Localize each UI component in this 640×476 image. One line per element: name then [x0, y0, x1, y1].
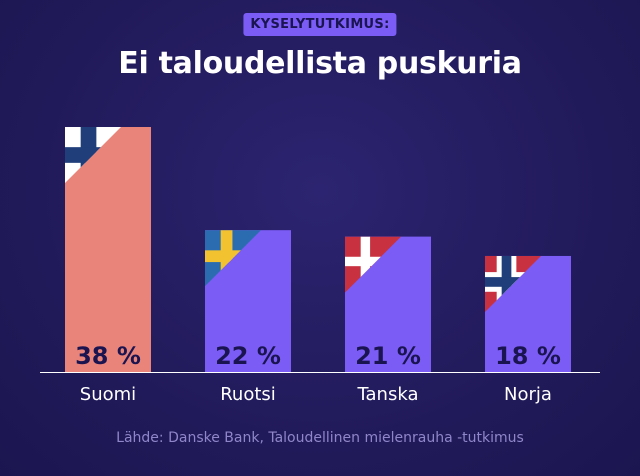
value-label: 22 % — [215, 342, 281, 370]
bar-group: 22 % — [205, 230, 291, 372]
bar-group: 38 % — [65, 127, 151, 372]
survey-badge: KYSELYTUTKIMUS: — [243, 13, 397, 36]
category-label: Ruotsi — [220, 384, 276, 405]
source-note: Lähde: Danske Bank, Taloudellinen mielen… — [116, 430, 524, 446]
category-label: Suomi — [80, 384, 136, 405]
value-label: 18 % — [495, 342, 561, 370]
category-label: Norja — [504, 384, 552, 405]
category-label: Tanska — [357, 384, 419, 405]
value-label: 21 % — [355, 342, 421, 370]
bars-group: 38 % 22 % 21 % 18 % — [65, 127, 571, 372]
category-labels-group: Suomi Ruotsi Tanska Norja — [80, 384, 552, 405]
value-label: 38 % — [75, 342, 141, 370]
bar-group: 18 % — [485, 255, 571, 372]
bar-group: 21 % — [345, 236, 431, 372]
page-title: Ei taloudellista puskuria — [118, 46, 522, 81]
